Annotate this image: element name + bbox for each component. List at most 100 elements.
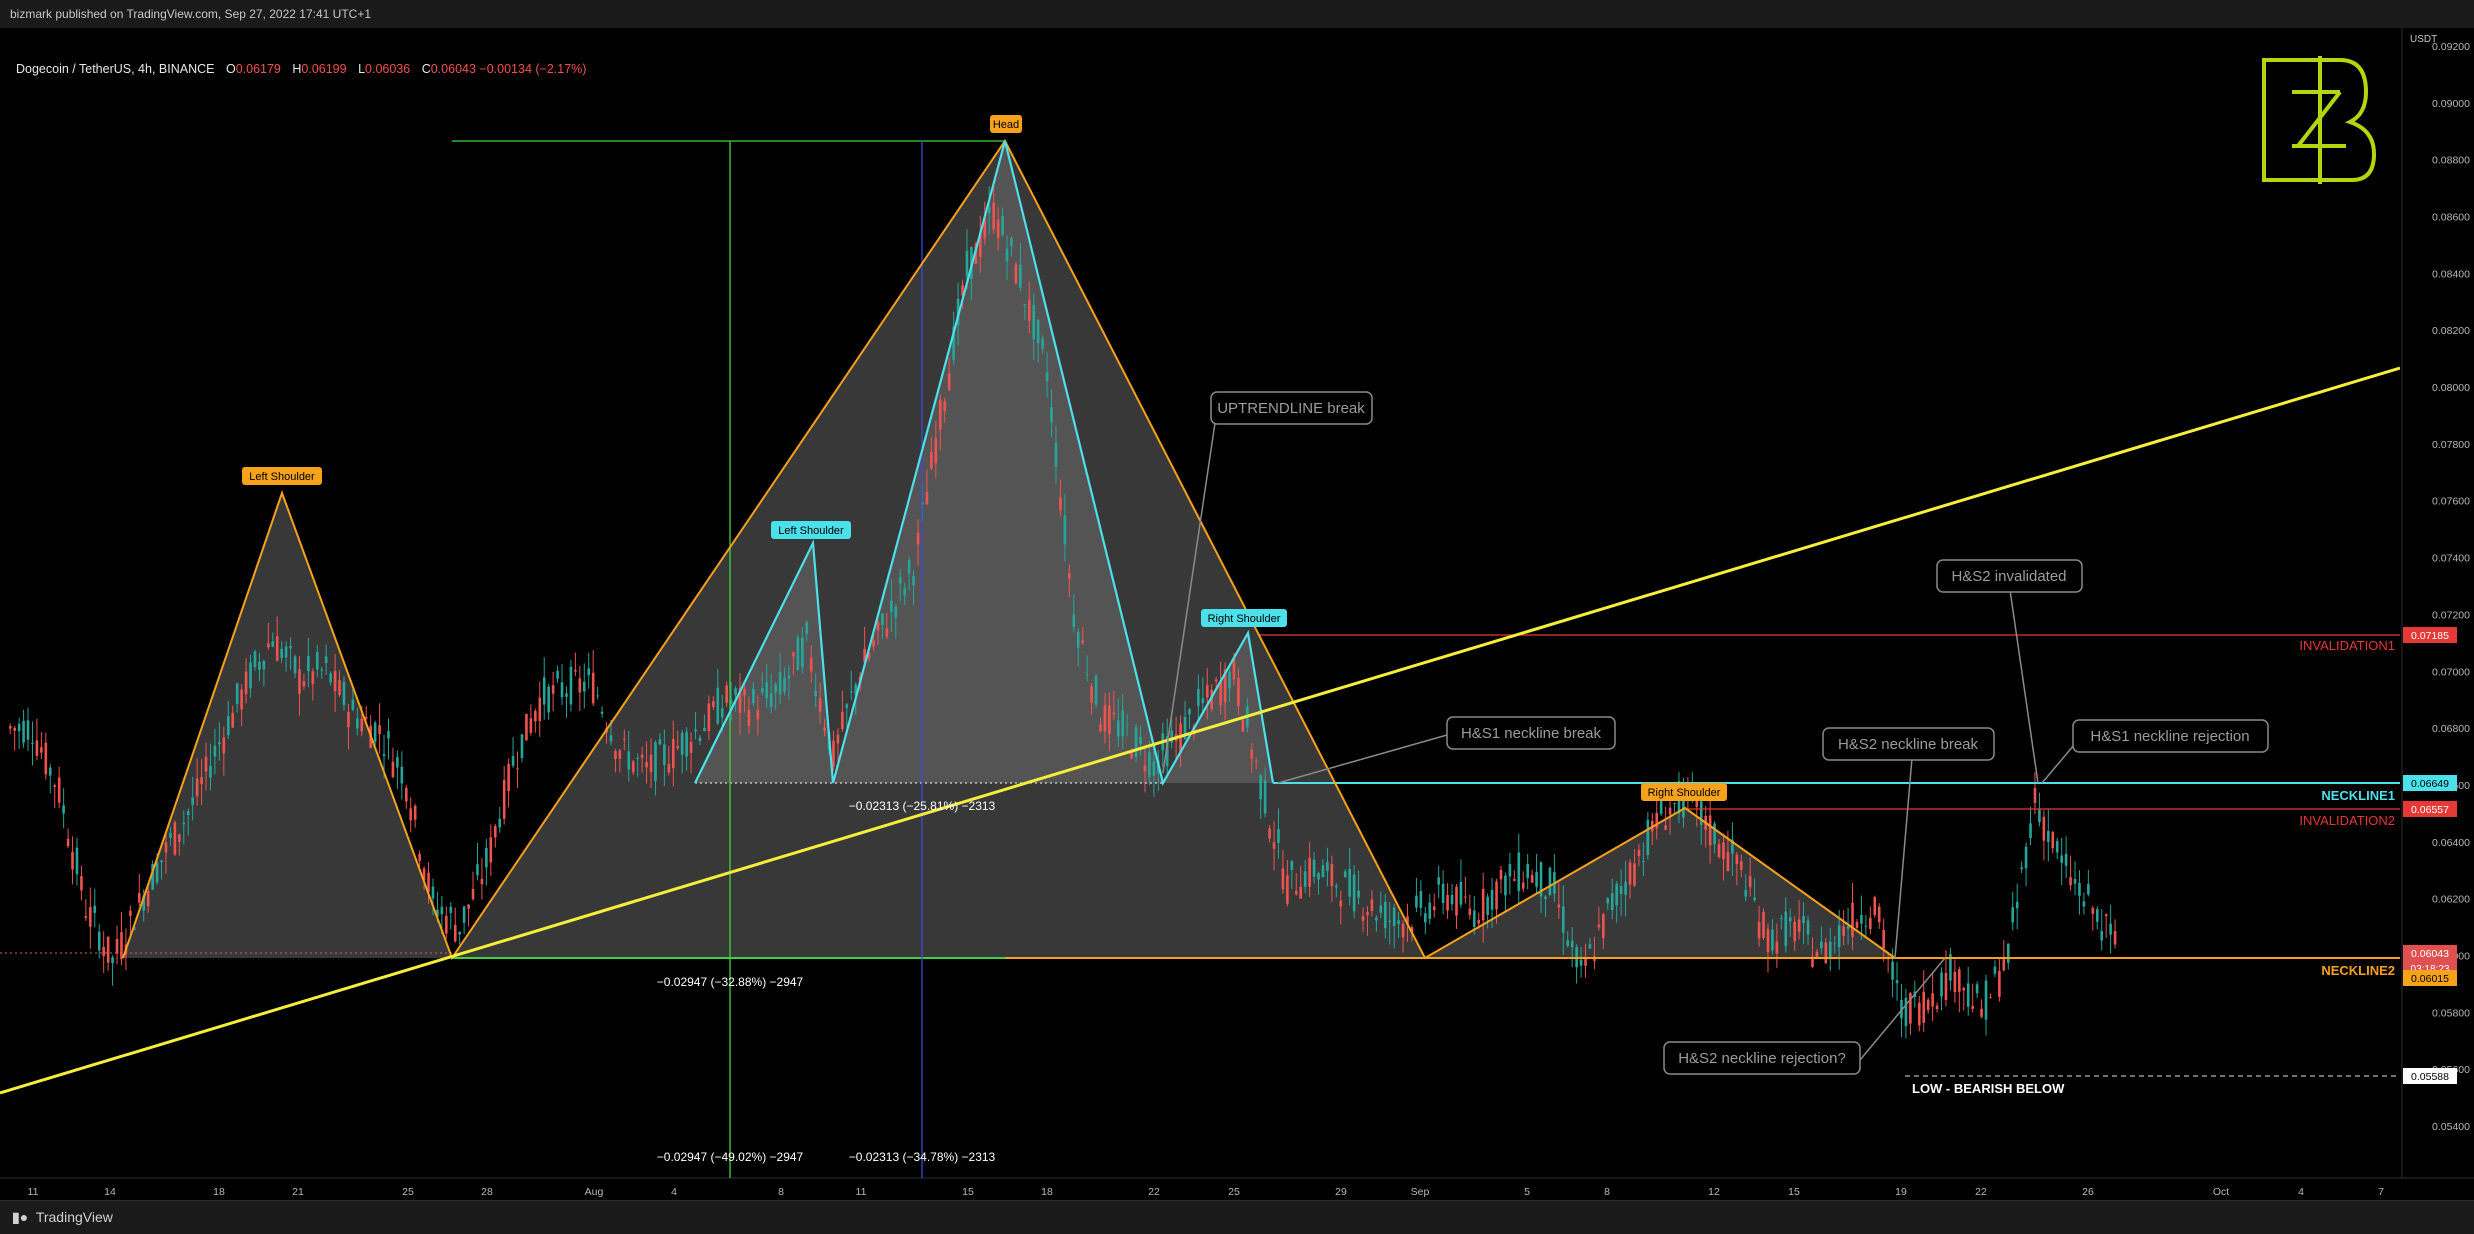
candle	[1628, 858, 1632, 899]
candle	[1722, 833, 1725, 881]
candle	[1432, 893, 1436, 918]
candle	[676, 730, 680, 751]
candle	[1437, 865, 1440, 899]
candle	[129, 905, 132, 935]
candle	[1148, 741, 1151, 786]
candle	[1517, 834, 1521, 904]
hs2-head-fill	[833, 141, 1163, 783]
candle	[1935, 1002, 1939, 1013]
candle	[502, 765, 506, 825]
candle	[1615, 881, 1618, 923]
candle	[106, 936, 110, 971]
candle	[1566, 930, 1570, 948]
candle	[1544, 895, 1547, 917]
candle	[1357, 870, 1360, 905]
candle	[1860, 895, 1863, 940]
candle	[1802, 902, 1805, 945]
candle	[1535, 853, 1538, 895]
candle	[1001, 207, 1004, 237]
candle	[1588, 938, 1592, 949]
ohlc-open-value: 0.06179	[235, 62, 281, 76]
candle	[1250, 743, 1254, 774]
candle	[324, 644, 328, 675]
candle	[293, 654, 297, 679]
candle	[1214, 676, 1218, 689]
candle	[235, 682, 239, 713]
author-logo-icon	[2262, 56, 2377, 184]
candle	[311, 668, 315, 701]
chart-area[interactable]: USDT 0.054000.056000.058000.060000.06200…	[0, 28, 2474, 1200]
symbol-title[interactable]: Dogecoin / TetherUS, 4h, BINANCE	[16, 62, 215, 76]
chart-canvas[interactable]: USDT 0.054000.056000.058000.060000.06200…	[0, 28, 2474, 1200]
callout-hs1-neckline-break[interactable]: H&S1 neckline break	[1446, 716, 1616, 750]
candle	[1370, 890, 1374, 917]
candle	[320, 666, 324, 679]
pointer-hs1-neckline-rejection	[2041, 744, 2075, 784]
callout-hs2-invalidated[interactable]: H&S2 invalidated	[1936, 559, 2083, 593]
candle	[298, 655, 301, 716]
candle	[1205, 668, 1209, 720]
candle	[13, 726, 16, 751]
candle	[342, 676, 346, 711]
candlestick-series	[8, 185, 2117, 1039]
x-tick-label: 15	[962, 1186, 974, 1198]
candle	[1717, 838, 1721, 859]
candle	[151, 860, 154, 890]
svg-text:0.05588: 0.05588	[2411, 1071, 2449, 1083]
candle	[658, 733, 662, 746]
candle	[1820, 926, 1823, 954]
candle	[1846, 907, 1850, 945]
uptrend-line	[0, 366, 2400, 1095]
y-tick-label: 0.07800	[2432, 439, 2470, 451]
candle	[1179, 715, 1182, 768]
callout-hs2-neckline-break[interactable]: H&S2 neckline break	[1822, 727, 1995, 761]
candle	[1926, 997, 1930, 1014]
candle	[1989, 993, 1992, 999]
callout-uptrendline-break[interactable]: UPTRENDLINE break	[1210, 391, 1373, 425]
candle	[449, 902, 453, 930]
candle	[747, 696, 751, 734]
candle	[680, 729, 684, 774]
x-tick-label: 8	[1604, 1186, 1610, 1198]
badge-invalidation2: 0.06557	[2403, 801, 2457, 817]
candle	[267, 622, 270, 650]
candle	[1072, 594, 1076, 633]
measure-label-green-bottom: −0.02947 (−49.02%) −2947	[657, 1150, 804, 1164]
y-tick-label: 0.09200	[2432, 41, 2470, 53]
callout-hs1-neckline-rejection[interactable]: H&S1 neckline rejection	[2072, 719, 2269, 753]
candle	[1530, 869, 1534, 883]
candle	[689, 732, 693, 774]
candle	[1953, 959, 1957, 1003]
candle	[578, 665, 582, 712]
candle	[600, 706, 604, 718]
candle	[574, 652, 577, 677]
candle	[2113, 919, 2117, 949]
candle	[240, 684, 243, 727]
symbol-legend[interactable]: Dogecoin / TetherUS, 4h, BINANCE O0.0617…	[16, 62, 586, 76]
candle	[1152, 745, 1156, 797]
candle	[173, 820, 177, 856]
candle	[120, 911, 123, 966]
measure-label-hs1: −0.02947 (−32.88%) −2947	[657, 975, 804, 989]
candle	[1294, 873, 1298, 896]
candle	[364, 705, 368, 721]
x-tick-label: 19	[1895, 1186, 1907, 1198]
candle	[458, 931, 461, 945]
candle	[1642, 842, 1645, 877]
y-tick-label: 0.08000	[2432, 382, 2470, 394]
candle	[565, 686, 568, 718]
x-tick-label: Oct	[2213, 1186, 2229, 1198]
candle	[725, 681, 728, 708]
callout-hs2-neckline-rejection[interactable]: H&S2 neckline rejection?	[1663, 1041, 1861, 1075]
candle	[1633, 849, 1636, 887]
price-axis[interactable]	[2402, 28, 2474, 1200]
candle	[226, 700, 230, 739]
x-tick-label: 22	[1148, 1186, 1160, 1198]
candle	[925, 469, 929, 505]
candle	[1472, 895, 1476, 935]
candle	[845, 702, 849, 729]
candle	[525, 713, 528, 741]
tradingview-logo[interactable]: ▮● TradingView	[12, 1209, 113, 1226]
ohlc-close-key: C	[421, 62, 431, 76]
candle	[881, 612, 884, 640]
